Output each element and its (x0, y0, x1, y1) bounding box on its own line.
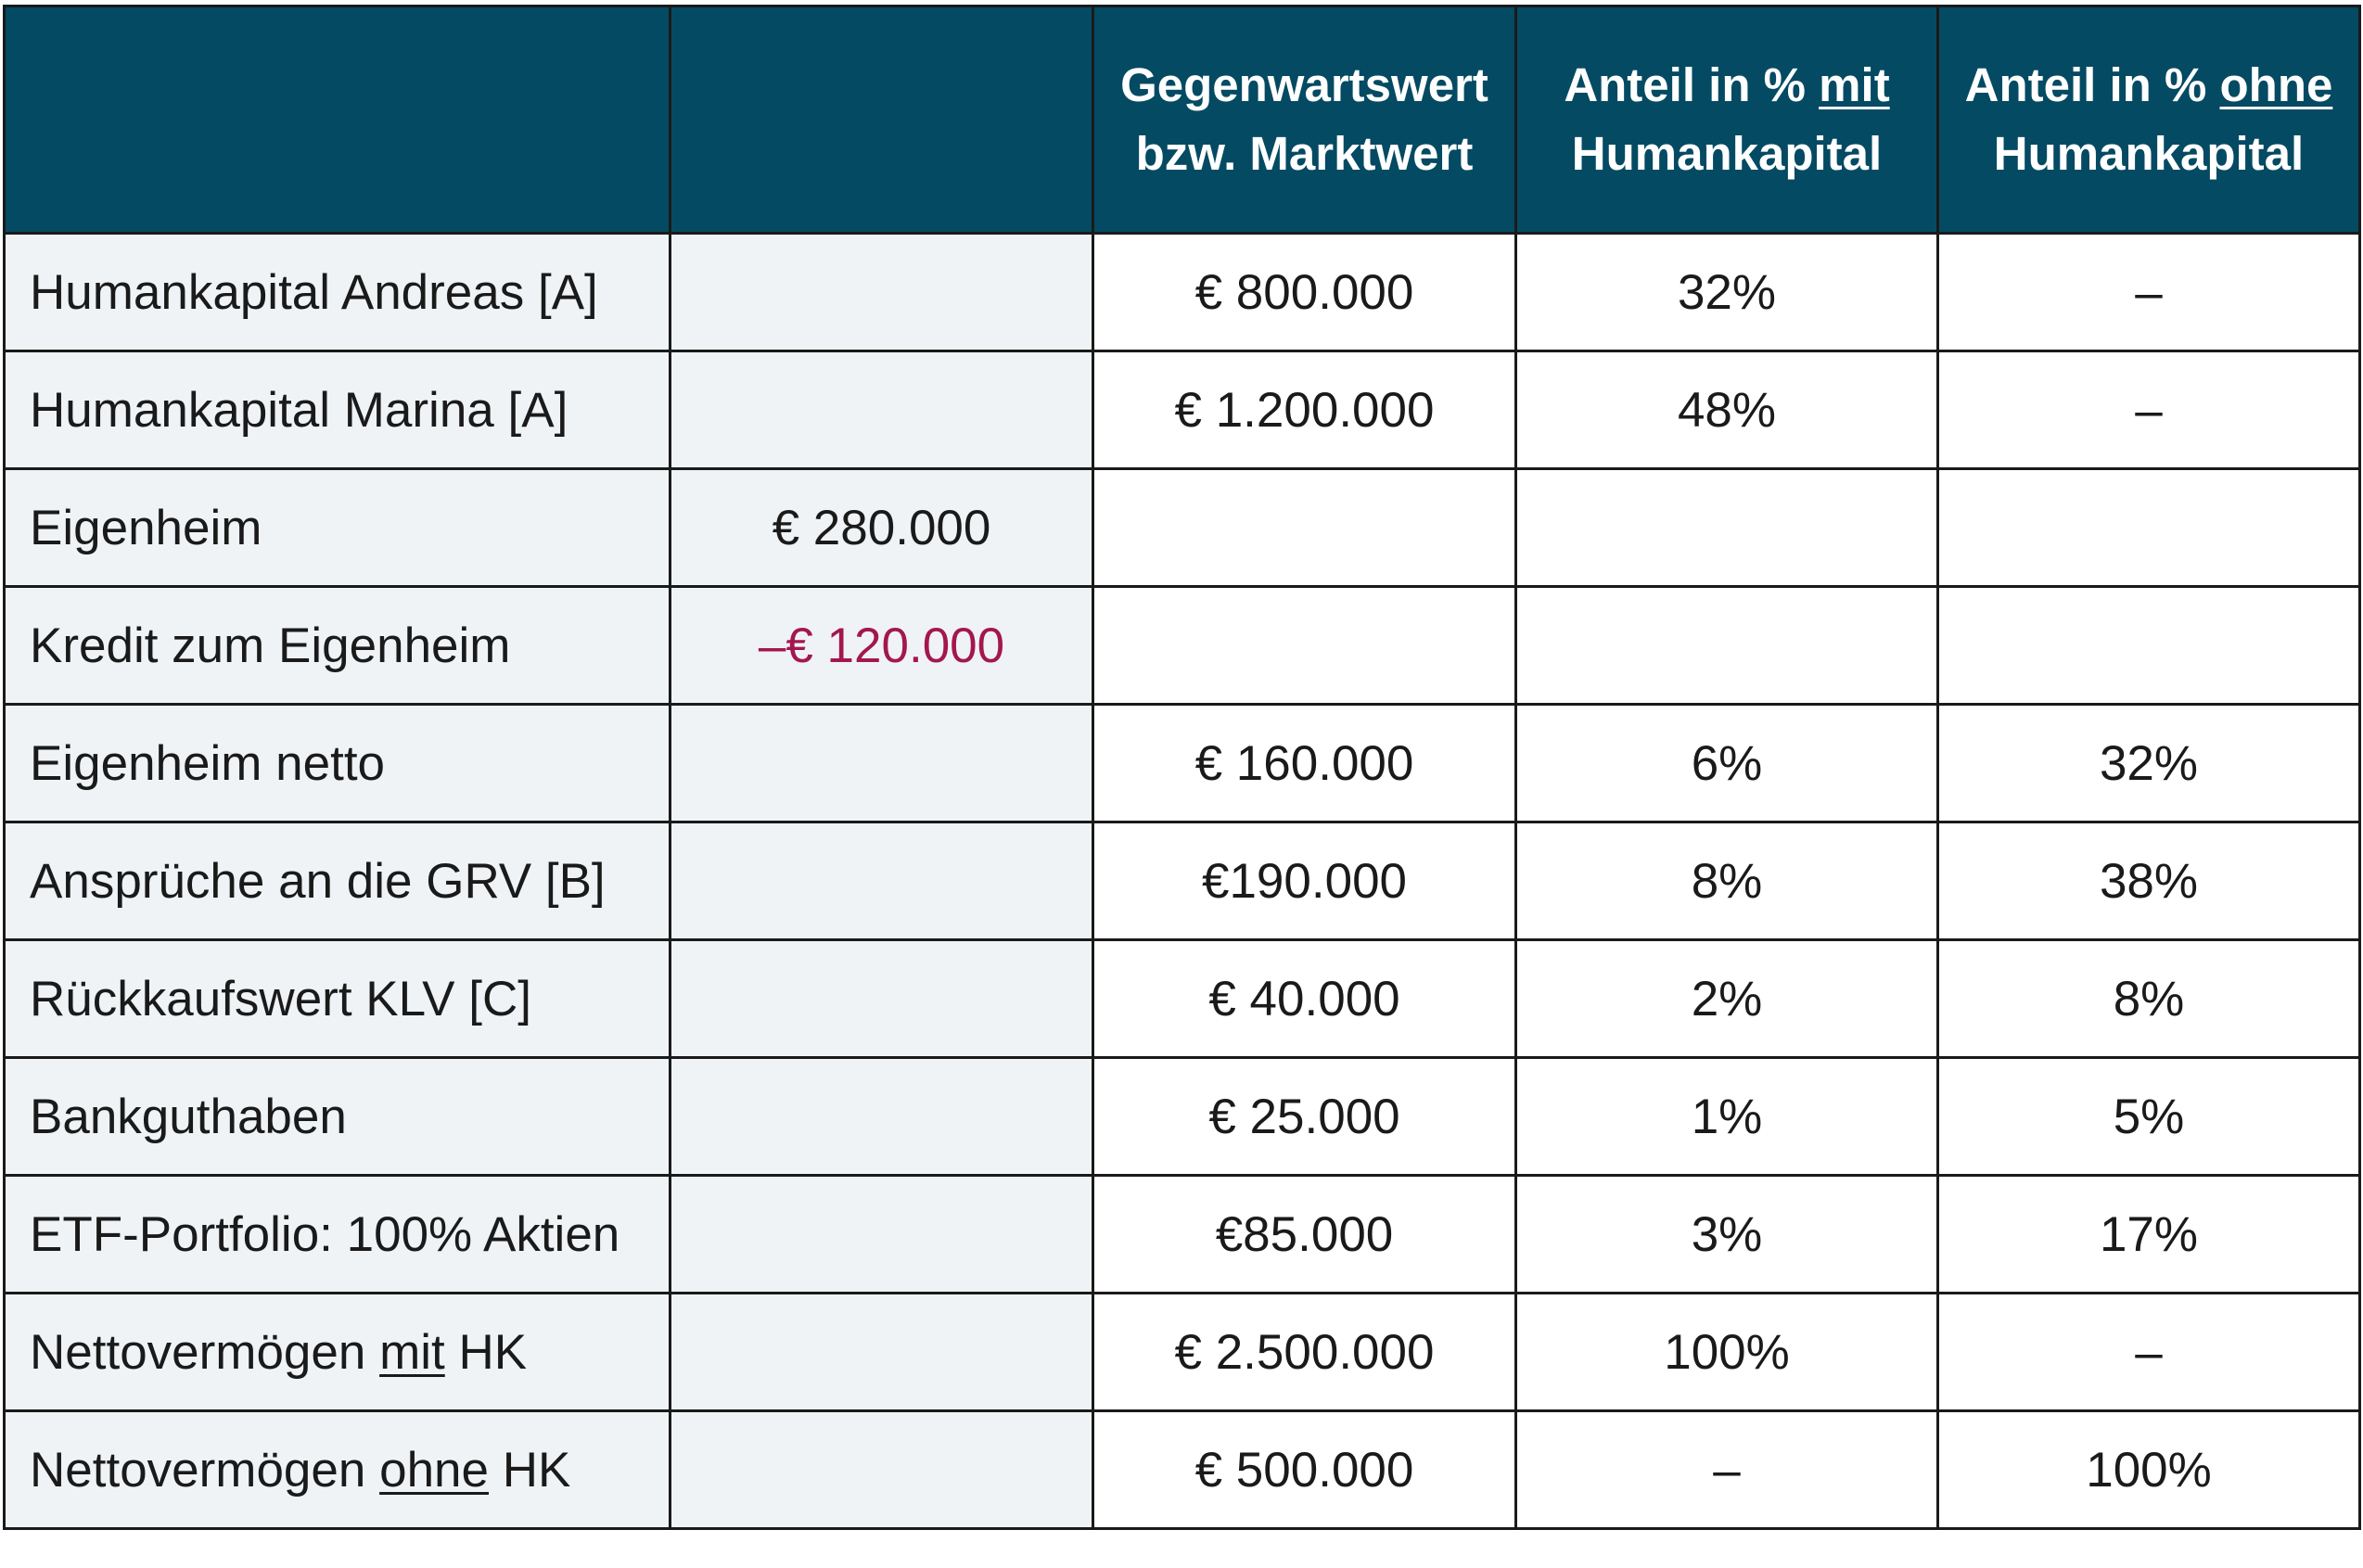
row-value: €190.000 (1092, 821, 1517, 941)
row-share-without-hk (1936, 585, 2361, 706)
row-share-with-hk: 3% (1514, 1174, 1939, 1294)
asset-table: Gegenwartswert bzw. Marktwert Anteil in … (3, 5, 2361, 1530)
row-share-without-hk: 5% (1936, 1056, 2361, 1177)
row-value: € 1.200.000 (1092, 350, 1517, 470)
header-cell-subvalue (669, 5, 1094, 235)
table-row-total: Nettovermögen mit HK € 2.500.000 100% – (3, 1292, 2361, 1412)
row-subvalue (669, 232, 1094, 352)
table-row: ETF-Portfolio: 100% Aktien €85.000 3% 17… (3, 1174, 2361, 1294)
table-row: Humankapital Andreas [A] € 800.000 32% – (3, 232, 2361, 352)
row-label: Eigenheim netto (3, 703, 671, 823)
row-label: Humankapital Andreas [A] (3, 232, 671, 352)
row-label-prefix: Nettovermögen (30, 1324, 380, 1380)
row-share-with-hk: 8% (1514, 821, 1939, 941)
row-share-with-hk: 100% (1514, 1292, 1939, 1412)
row-label: Ansprüche an die GRV [B] (3, 821, 671, 941)
row-label-emph: mit (379, 1324, 445, 1380)
table-row-total: Nettovermögen ohne HK € 500.000 – 100% (3, 1409, 2361, 1530)
table-row: Eigenheim netto € 160.000 6% 32% (3, 703, 2361, 823)
row-share-with-hk: 2% (1514, 938, 1939, 1059)
row-label: Nettovermögen mit HK (3, 1292, 671, 1412)
table-row: Bankguthaben € 25.000 1% 5% (3, 1056, 2361, 1177)
row-subvalue (669, 1292, 1094, 1412)
header-cell-item (3, 5, 671, 235)
row-label-emph: ohne (379, 1442, 489, 1498)
header-share-without-emph: ohne (2219, 58, 2333, 111)
row-value: €85.000 (1092, 1174, 1517, 1294)
row-share-without-hk: – (1936, 350, 2361, 470)
row-subvalue-negative: –€ 120.000 (669, 585, 1094, 706)
row-subvalue: € 280.000 (669, 467, 1094, 588)
row-subvalue (669, 1409, 1094, 1530)
row-subvalue (669, 350, 1094, 470)
table-row: Rückkaufswert KLV [C] € 40.000 2% 8% (3, 938, 2361, 1059)
table-body: Humankapital Andreas [A] € 800.000 32% –… (3, 232, 2361, 1530)
row-share-without-hk: 32% (1936, 703, 2361, 823)
row-subvalue (669, 938, 1094, 1059)
row-label: ETF-Portfolio: 100% Aktien (3, 1174, 671, 1294)
row-label-suffix: HK (444, 1324, 528, 1380)
header-cell-share-with-hk: Anteil in % mit Humankapital (1514, 5, 1939, 235)
row-value (1092, 585, 1517, 706)
table-header: Gegenwartswert bzw. Marktwert Anteil in … (3, 5, 2361, 235)
row-share-without-hk: – (1936, 1292, 2361, 1412)
row-label: Kredit zum Eigenheim (3, 585, 671, 706)
row-label: Nettovermögen ohne HK (3, 1409, 671, 1530)
row-label: Humankapital Marina [A] (3, 350, 671, 470)
header-share-with-prefix: Anteil in % (1564, 58, 1820, 111)
header-cell-share-without-hk: Anteil in % ohne Humankapital (1936, 5, 2361, 235)
table-row: Eigenheim € 280.000 (3, 467, 2361, 588)
row-share-with-hk: – (1514, 1409, 1939, 1530)
row-share-with-hk (1514, 467, 1939, 588)
row-share-with-hk (1514, 585, 1939, 706)
header-present-value-line2: bzw. Marktwert (1135, 127, 1474, 180)
row-subvalue (669, 1056, 1094, 1177)
row-value: € 800.000 (1092, 232, 1517, 352)
row-share-with-hk: 32% (1514, 232, 1939, 352)
row-label-suffix: HK (489, 1442, 571, 1498)
row-label-prefix: Nettovermögen (30, 1442, 380, 1498)
header-row: Gegenwartswert bzw. Marktwert Anteil in … (3, 5, 2361, 235)
header-share-with-emph: mit (1819, 58, 1890, 111)
row-label: Bankguthaben (3, 1056, 671, 1177)
row-value: € 500.000 (1092, 1409, 1517, 1530)
row-value: € 40.000 (1092, 938, 1517, 1059)
table-row: Kredit zum Eigenheim –€ 120.000 (3, 585, 2361, 706)
table-row: Humankapital Marina [A] € 1.200.000 48% … (3, 350, 2361, 470)
row-share-without-hk (1936, 467, 2361, 588)
row-share-with-hk: 1% (1514, 1056, 1939, 1177)
row-value: € 160.000 (1092, 703, 1517, 823)
table-row: Ansprüche an die GRV [B] €190.000 8% 38% (3, 821, 2361, 941)
header-cell-present-value: Gegenwartswert bzw. Marktwert (1092, 5, 1517, 235)
row-label: Eigenheim (3, 467, 671, 588)
row-subvalue (669, 821, 1094, 941)
row-share-with-hk: 48% (1514, 350, 1939, 470)
row-subvalue (669, 703, 1094, 823)
header-share-without-prefix: Anteil in % (1964, 58, 2220, 111)
row-label: Rückkaufswert KLV [C] (3, 938, 671, 1059)
row-subvalue (669, 1174, 1094, 1294)
header-share-with-line2: Humankapital (1571, 127, 1883, 180)
row-share-without-hk: 100% (1936, 1409, 2361, 1530)
row-value: € 25.000 (1092, 1056, 1517, 1177)
row-share-with-hk: 6% (1514, 703, 1939, 823)
row-share-without-hk: 38% (1936, 821, 2361, 941)
asset-table-container: Gegenwartswert bzw. Marktwert Anteil in … (3, 5, 2361, 1530)
header-present-value-line1: Gegenwartswert (1120, 58, 1488, 111)
row-share-without-hk: 8% (1936, 938, 2361, 1059)
header-share-without-line2: Humankapital (1993, 127, 2305, 180)
row-share-without-hk: – (1936, 232, 2361, 352)
row-share-without-hk: 17% (1936, 1174, 2361, 1294)
row-value (1092, 467, 1517, 588)
row-value: € 2.500.000 (1092, 1292, 1517, 1412)
